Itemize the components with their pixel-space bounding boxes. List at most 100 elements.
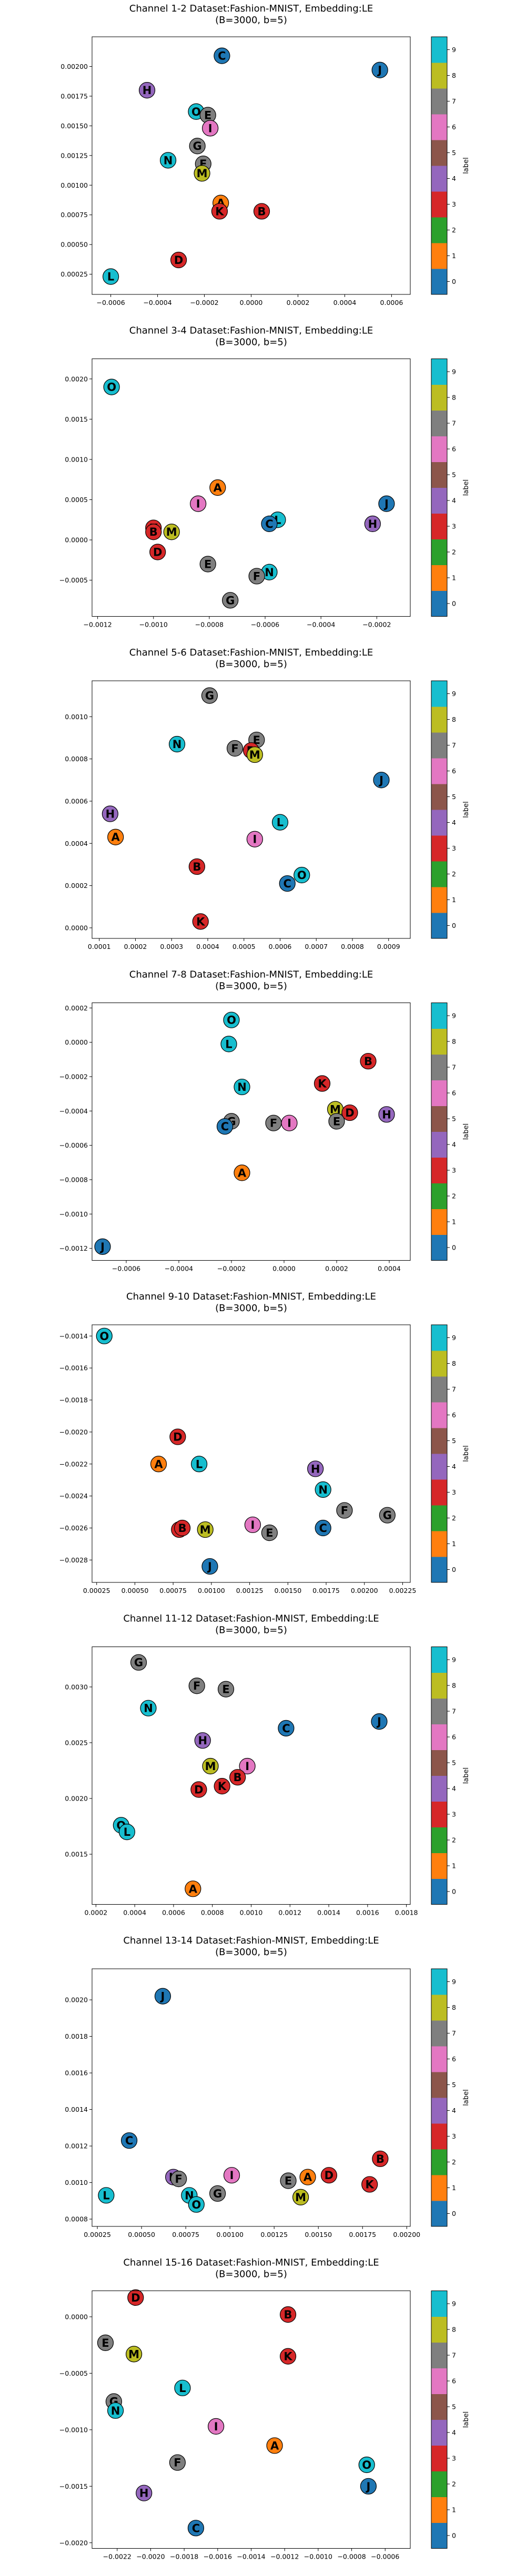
data-point-marker <box>189 138 206 155</box>
y-tick-label: −0.0010 <box>59 2426 88 2434</box>
colorbar-tick-label: 9 <box>452 46 456 54</box>
x-tick-label: 0.0003 <box>160 943 183 950</box>
data-point-label: L <box>179 2382 186 2395</box>
data-point-label: G <box>134 1657 143 1669</box>
data-point-label: C <box>282 1722 290 1735</box>
data-point-marker <box>98 2187 115 2204</box>
data-point-H: H <box>138 82 156 99</box>
x-tick-label: −0.0004 <box>143 299 171 306</box>
colorbar-segment <box>431 384 447 411</box>
data-point-C: C <box>214 47 230 64</box>
data-point-marker <box>169 2454 186 2471</box>
chart-title: Channel 13-14 Dataset:Fashion-MNIST, Emb… <box>123 1935 379 1946</box>
colorbar-tick-label: 3 <box>452 1167 456 1174</box>
data-point-C: C <box>120 2132 138 2149</box>
data-point-marker <box>280 2172 297 2189</box>
colorbar-segment <box>431 1647 447 1673</box>
colorbar-segment <box>431 1672 447 1699</box>
y-tick-label: 0.0006 <box>65 797 88 805</box>
data-point-label: G <box>213 2187 222 2200</box>
chart-panel-7: Channel 13-14 Dataset:Fashion-MNIST, Emb… <box>65 1935 470 2238</box>
x-tick-label: 0.00200 <box>351 1587 378 1594</box>
x-tick-label: −0.0006 <box>96 299 125 306</box>
data-point-M: M <box>246 746 263 763</box>
y-tick-label: −0.0005 <box>59 2369 88 2377</box>
data-point-label: H <box>139 2487 149 2500</box>
data-point-label: B <box>178 1522 187 1535</box>
x-tick-label: 0.0009 <box>377 943 400 950</box>
data-point-label: C <box>319 1522 327 1535</box>
y-tick-label: 0.00200 <box>60 63 88 70</box>
colorbar-segment <box>431 758 447 784</box>
y-tick-label: 0.0004 <box>65 840 88 847</box>
data-point-marker <box>168 735 186 753</box>
data-point-marker <box>127 2289 144 2306</box>
data-point-E: E <box>217 1681 235 1698</box>
data-point-marker <box>174 1519 191 1537</box>
y-tick-label: 0.0018 <box>65 2032 88 2040</box>
data-point-marker <box>313 1075 331 1092</box>
x-tick-label: 0.00150 <box>274 1587 301 1594</box>
data-point-J: J <box>201 1558 218 1575</box>
colorbar-tick-label: 8 <box>452 2326 456 2334</box>
x-tick-label: 0.0002 <box>287 299 310 306</box>
data-point-L: L <box>220 1036 237 1052</box>
data-point-marker <box>188 1678 205 1694</box>
colorbar-frame <box>431 2291 448 2549</box>
y-tick-label: 0.0005 <box>65 496 88 504</box>
colorbar-segment <box>431 913 447 939</box>
colorbar: 0 1 2 3 4 5 6 7 8 9 label <box>431 1003 470 1261</box>
data-point-E: E <box>199 556 216 573</box>
colorbar-segment <box>431 1724 447 1750</box>
data-point-N: N <box>159 152 177 169</box>
chart-panel-8: Channel 15-16 Dataset:Fashion-MNIST, Emb… <box>59 2257 470 2561</box>
x-tick-label: 0.0000 <box>272 1265 296 1273</box>
data-point-label: N <box>265 566 274 579</box>
data-point-marker <box>138 82 156 99</box>
colorbar-segment <box>431 1209 447 1235</box>
data-point-label: L <box>225 1038 232 1050</box>
colorbar-segment <box>431 2316 447 2343</box>
colorbar: 0 1 2 3 4 5 6 7 8 9 label <box>431 36 470 295</box>
colorbar-segment <box>431 1698 447 1724</box>
data-point-F: F <box>170 2171 187 2187</box>
x-tick-label: 0.00125 <box>236 1587 264 1594</box>
y-tick-label: 0.0015 <box>65 1851 88 1858</box>
colorbar-tick-label: 6 <box>452 2055 456 2063</box>
x-tick-label: −0.0006 <box>112 1265 140 1273</box>
data-point-label: H <box>382 1108 391 1121</box>
x-tick-label: 0.0018 <box>395 1909 418 1917</box>
colorbar-segment <box>431 2394 447 2420</box>
data-point-marker <box>96 1327 113 1344</box>
y-tick-label: 0.0008 <box>65 755 88 763</box>
colorbar-tick-label: 6 <box>452 1411 456 1419</box>
data-point-marker <box>120 2132 138 2149</box>
data-point-marker <box>261 1525 278 1541</box>
data-point-G: G <box>222 592 239 609</box>
y-tick-label: −0.0018 <box>59 1396 88 1404</box>
colorbar-tick-label: 7 <box>452 2352 456 2359</box>
x-tick-label: 0.0006 <box>380 299 403 306</box>
data-point-N: N <box>261 564 278 580</box>
colorbar-tick-label: 0 <box>452 2532 456 2540</box>
data-point-label: E <box>204 558 211 570</box>
data-point-marker <box>188 2196 205 2213</box>
data-point-marker <box>159 152 177 169</box>
colorbar-tick-label: 3 <box>452 1488 456 1496</box>
colorbar-segment <box>431 1827 447 1853</box>
data-point-marker <box>145 524 162 540</box>
y-tick-label: 0.0000 <box>65 1038 88 1046</box>
data-point-label: L <box>107 271 114 283</box>
colorbar-tick-label: 3 <box>452 2455 456 2462</box>
x-tick-label: 0.00150 <box>305 2231 332 2238</box>
colorbar-tick-label: 5 <box>452 1759 456 1767</box>
y-tick-label: 0.00125 <box>60 151 88 159</box>
colorbar-segment <box>431 1557 447 1583</box>
data-point-label: J <box>207 1560 212 1573</box>
data-point-O: O <box>223 1011 240 1028</box>
data-point-marker <box>360 1052 377 1070</box>
chart-title: Channel 15-16 Dataset:Fashion-MNIST, Emb… <box>123 2257 379 2268</box>
y-tick-label: 0.00050 <box>60 241 88 249</box>
colorbar-segment <box>431 2123 447 2150</box>
colorbar-segment <box>431 410 447 436</box>
